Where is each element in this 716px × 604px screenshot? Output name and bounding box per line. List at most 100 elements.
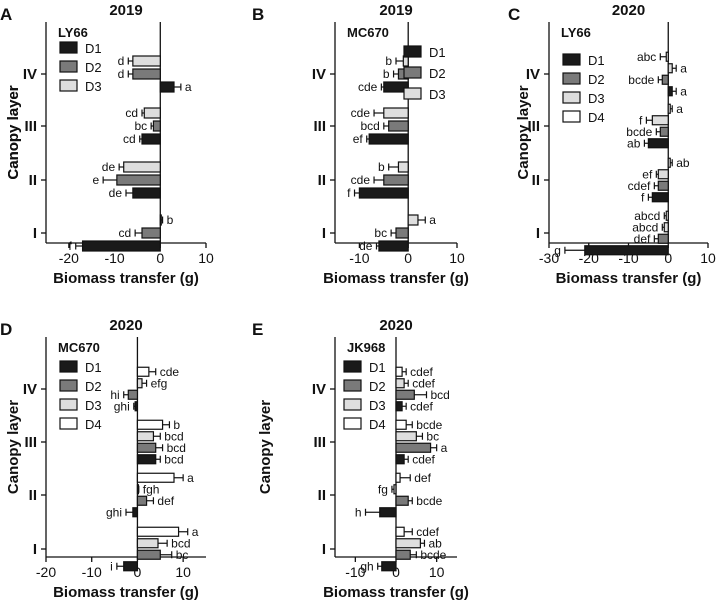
- significance-letter: cd: [123, 132, 136, 146]
- y-tick-label: II: [29, 172, 37, 189]
- legend-label: D3: [85, 79, 102, 94]
- x-tick-label: 10: [198, 250, 214, 266]
- bar-d1: [379, 507, 397, 518]
- significance-letter: cdef: [410, 399, 433, 413]
- bar-d2: [388, 120, 409, 132]
- y-tick-label: II: [29, 487, 37, 504]
- bar-d2: [116, 174, 161, 186]
- bar-d4: [667, 103, 671, 114]
- bar-d4: [395, 366, 403, 377]
- bar-d2: [657, 180, 669, 191]
- bar-d4: [665, 210, 669, 221]
- bar-d1: [651, 192, 669, 203]
- significance-letter: fgh: [143, 482, 160, 496]
- x-tick-label: -30: [539, 250, 559, 266]
- legend-label: D1: [588, 53, 605, 68]
- y-axis-title: Canopy layer: [5, 400, 22, 494]
- bar-d3: [136, 538, 159, 549]
- significance-letter: bc: [134, 119, 147, 133]
- bar-d2: [657, 233, 669, 244]
- significance-letter: bc: [176, 548, 189, 562]
- x-axis-title: Biomass transfer (g): [323, 270, 469, 287]
- bar-d4: [136, 419, 164, 430]
- significance-letter: bcd: [431, 388, 450, 402]
- significance-letter: bcde: [416, 494, 442, 508]
- panel-d: D 2020 MC670 -20 -10 0 10 Biomass transfer (g) C…: [0, 317, 206, 601]
- x-tick-label: 0: [134, 564, 142, 580]
- bar-d3: [651, 115, 669, 126]
- significance-letter: b: [378, 160, 385, 174]
- bar-d1: [132, 187, 161, 199]
- y-tick-label: III: [24, 434, 37, 451]
- significance-letter: abcd: [634, 209, 660, 223]
- significance-letter: f: [347, 186, 351, 200]
- significance-letter: a: [676, 102, 683, 116]
- significance-letter: ab: [428, 536, 442, 550]
- x-tick-label: 0: [156, 250, 164, 266]
- significance-letter: b: [385, 54, 392, 68]
- legend-label: D4: [588, 110, 605, 125]
- significance-letter: gh: [360, 559, 373, 573]
- bar-d1: [395, 454, 405, 465]
- legend-swatch-d3: [403, 87, 422, 100]
- panel-year-title: 2020: [109, 317, 142, 334]
- x-tick-label: -10: [349, 250, 369, 266]
- legend-label: D2: [369, 379, 386, 394]
- legend-label: D1: [429, 45, 446, 60]
- bar-d4: [136, 526, 180, 537]
- legend-swatch-d3: [59, 398, 78, 411]
- significance-letter: ef: [642, 167, 653, 181]
- legend-label: D1: [85, 360, 102, 375]
- bar-d2: [395, 227, 409, 239]
- bar-d2: [152, 120, 161, 132]
- significance-letter: h: [355, 505, 362, 519]
- significance-letter: ab: [676, 156, 690, 170]
- significance-letter: efg: [151, 376, 168, 390]
- bar-d4: [395, 419, 407, 430]
- legend-swatch-d2: [59, 60, 78, 73]
- significance-letter: de: [359, 239, 373, 253]
- y-tick-label: III: [24, 118, 37, 135]
- bar-d2: [395, 442, 432, 453]
- bar-d4: [136, 366, 150, 377]
- significance-letter: def: [157, 494, 174, 508]
- legend-swatch-d1: [403, 45, 422, 58]
- y-axis-title: Canopy layer: [515, 85, 532, 179]
- y-tick-label: I: [536, 225, 540, 242]
- cultivar-label: MC670: [58, 340, 100, 355]
- x-tick-label: 10: [449, 250, 465, 266]
- panel-letter: A: [0, 5, 12, 24]
- x-tick-label: -10: [345, 564, 365, 580]
- bar-d1: [381, 561, 397, 572]
- bar-d3: [393, 484, 397, 495]
- x-tick-label: 0: [392, 564, 400, 580]
- bar-d2: [383, 174, 409, 186]
- x-axis-title: Biomass transfer (g): [53, 270, 199, 287]
- bar-d4: [395, 526, 405, 537]
- bar-d3: [395, 538, 421, 549]
- y-tick-label: III: [527, 118, 540, 135]
- significance-letter: b: [383, 67, 390, 81]
- bar-d3: [123, 161, 161, 173]
- significance-letter: bcd: [171, 536, 190, 550]
- legend-swatch-d1: [343, 360, 362, 373]
- significance-letter: bcd: [360, 119, 379, 133]
- bar-d2: [136, 495, 148, 506]
- significance-letter: ab: [627, 136, 641, 150]
- significance-letter: bcd: [164, 452, 183, 466]
- significance-letter: bcde: [628, 73, 654, 87]
- significance-letter: b: [167, 213, 174, 227]
- x-tick-label: -20: [36, 564, 56, 580]
- bar-d3: [667, 63, 673, 74]
- significance-letter: a: [187, 471, 194, 485]
- bar-d2: [132, 68, 161, 80]
- bar-d2: [395, 549, 411, 560]
- bar-d1: [647, 138, 669, 149]
- y-tick-label: IV: [312, 381, 326, 398]
- significance-letter: bcde: [416, 418, 442, 432]
- x-tick-label: -10: [104, 250, 124, 266]
- significance-letter: cdef: [416, 525, 439, 539]
- bar-d1: [667, 86, 673, 97]
- significance-letter: de: [109, 186, 123, 200]
- bar-d3: [132, 55, 161, 67]
